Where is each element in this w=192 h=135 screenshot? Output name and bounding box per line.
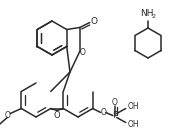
- Text: 2: 2: [152, 14, 156, 19]
- Text: OH: OH: [128, 120, 140, 129]
- Text: O: O: [90, 17, 97, 26]
- Text: P: P: [112, 111, 118, 120]
- Text: O: O: [54, 111, 60, 120]
- Text: O: O: [80, 48, 86, 57]
- Text: O: O: [4, 111, 10, 120]
- Text: O: O: [112, 98, 118, 107]
- Text: NH: NH: [140, 9, 154, 18]
- Text: OH: OH: [128, 102, 140, 111]
- Text: O: O: [101, 108, 107, 117]
